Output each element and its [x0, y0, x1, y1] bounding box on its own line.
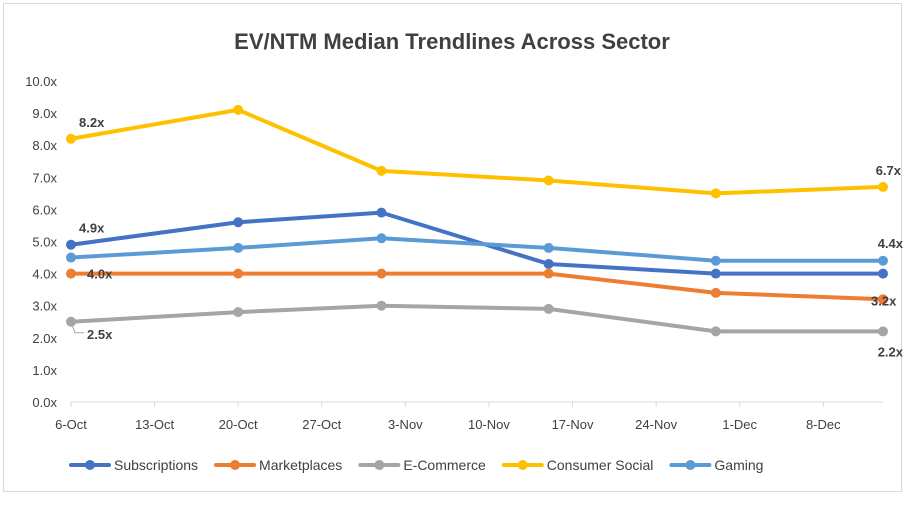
- data-point: [710, 268, 721, 279]
- data-point: [878, 294, 888, 305]
- legend-swatch-marker: [685, 460, 696, 470]
- data-point: [66, 316, 76, 327]
- y-tick-label: 2.0x: [32, 331, 57, 346]
- x-tick-label: 3-Nov: [388, 417, 423, 432]
- legend-swatch-marker: [517, 460, 528, 470]
- data-point: [376, 165, 387, 176]
- chart-frame: [3, 3, 902, 492]
- y-tick-label: 8.0x: [32, 138, 57, 153]
- data-point: [233, 104, 244, 115]
- data-point: [66, 239, 76, 250]
- data-point: [66, 133, 76, 144]
- data-point: [233, 307, 244, 318]
- series-line-3: [69, 107, 885, 196]
- data-labels: 4.9x 4.0x 3.2x 2.5x 2.2x 8.2x 6.7x 4.4x: [71, 115, 904, 359]
- chart-title: EV/NTM Median Trendlines Across Sector: [234, 29, 670, 54]
- legend-swatch-marker: [374, 460, 385, 470]
- series-line-4: [69, 236, 885, 263]
- x-tick-label: 13-Oct: [135, 417, 174, 432]
- y-axis: 0.0x 1.0x 2.0x 3.0x 4.0x 5.0x 6.0x 7.0x 8.0x 9.0x…: [25, 74, 57, 410]
- series-points: [66, 104, 888, 337]
- data-point: [543, 268, 554, 279]
- data-point: [710, 287, 721, 298]
- y-tick-label: 7.0x: [32, 170, 57, 185]
- x-tick-label: 17-Nov: [552, 417, 594, 432]
- legend-label: E-Commerce: [403, 457, 486, 473]
- y-tick-label: 0.0x: [32, 395, 57, 410]
- x-tick-label: 6-Oct: [55, 417, 87, 432]
- data-point: [376, 233, 387, 244]
- x-tick-label: 10-Nov: [468, 417, 510, 432]
- series-line-2: [69, 303, 885, 334]
- data-point: [543, 242, 554, 253]
- data-point: [878, 326, 888, 337]
- data-point: [376, 300, 387, 311]
- legend-label: Subscriptions: [114, 457, 198, 473]
- data-label: 6.7x: [876, 163, 902, 178]
- data-point: [66, 252, 76, 263]
- y-tick-label: 10.0x: [25, 74, 57, 89]
- x-tick-label: 1-Dec: [722, 417, 757, 432]
- x-axis: 6-Oct 13-Oct 20-Oct 27-Oct 3-Nov 10-Nov 17-Nov…: [55, 401, 883, 432]
- legend-swatch-marker: [85, 460, 95, 470]
- x-tick-label: 20-Oct: [219, 417, 258, 432]
- data-point: [376, 268, 387, 279]
- legend-label: Marketplaces: [259, 457, 342, 473]
- data-point: [710, 188, 721, 199]
- series-lines: [69, 107, 885, 334]
- series-line-0: [69, 210, 885, 276]
- x-tick-label: 24-Nov: [635, 417, 677, 432]
- data-point: [710, 255, 721, 266]
- data-label: 8.2x: [79, 115, 105, 130]
- data-point: [878, 255, 888, 266]
- x-tick-label: 8-Dec: [806, 417, 841, 432]
- data-label: 2.2x: [878, 344, 904, 359]
- y-tick-label: 1.0x: [32, 363, 57, 378]
- legend-label: Gaming: [714, 457, 763, 473]
- data-point: [710, 326, 721, 337]
- data-label: 3.2x: [871, 293, 897, 308]
- legend: Subscriptions Marketplaces E-Commerce Consu…: [69, 457, 763, 473]
- y-tick-label: 3.0x: [32, 299, 57, 314]
- data-label: 2.5x: [87, 327, 113, 342]
- data-point: [66, 268, 76, 279]
- y-tick-label: 5.0x: [32, 235, 57, 250]
- data-point: [233, 242, 244, 253]
- y-tick-label: 6.0x: [32, 202, 57, 217]
- data-point: [543, 303, 554, 314]
- x-tick-label: 27-Oct: [302, 417, 341, 432]
- legend-swatch-marker: [230, 460, 241, 470]
- data-point: [233, 217, 244, 228]
- data-point: [543, 258, 554, 269]
- data-point: [878, 181, 888, 192]
- legend-label: Consumer Social: [547, 457, 654, 473]
- data-label: 4.4x: [878, 236, 904, 251]
- data-label: 4.9x: [79, 221, 105, 236]
- data-point: [233, 268, 244, 279]
- data-point: [376, 207, 387, 218]
- leader-line: [71, 324, 84, 334]
- data-point: [878, 268, 888, 279]
- y-tick-label: 9.0x: [32, 106, 57, 121]
- data-point: [543, 175, 554, 186]
- data-label: 4.0x: [87, 267, 113, 282]
- series-line-1: [69, 271, 885, 302]
- y-tick-label: 4.0x: [32, 267, 57, 282]
